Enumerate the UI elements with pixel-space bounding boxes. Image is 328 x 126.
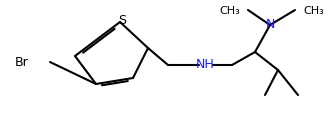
Text: N: N [265,19,275,32]
Text: CH₃: CH₃ [219,6,240,16]
Text: CH₃: CH₃ [303,6,324,16]
Text: Br: Br [14,55,28,69]
Text: NH: NH [195,58,215,71]
Text: S: S [118,14,126,27]
